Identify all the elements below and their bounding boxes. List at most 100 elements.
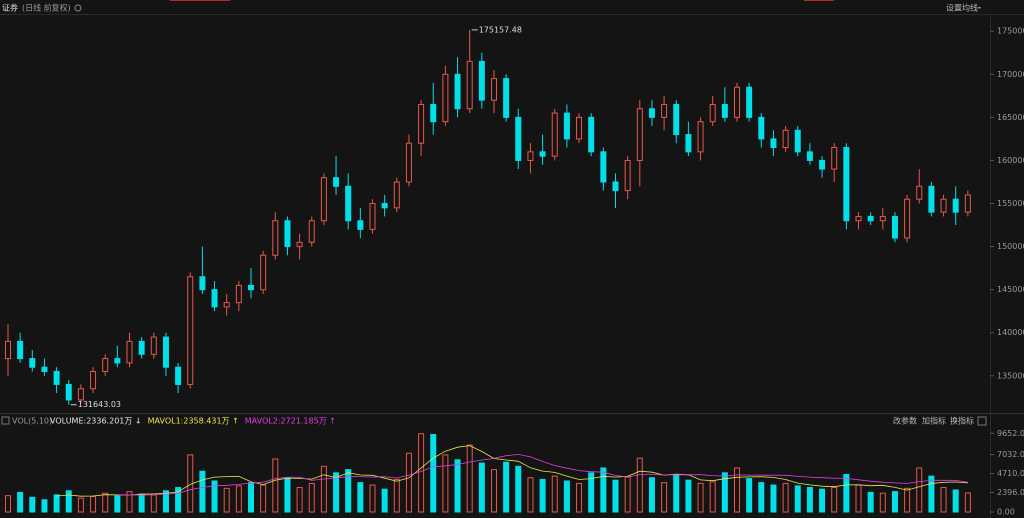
candle-body [320, 177, 327, 222]
y-tick-label: 150000 [997, 242, 1024, 251]
volume-bar [454, 459, 461, 513]
candle-body [65, 383, 72, 401]
dropdown-icon[interactable] [978, 7, 981, 9]
candle-body [928, 185, 935, 213]
candle-body [624, 159, 631, 192]
annotation: 175157.48 [479, 25, 522, 34]
volume-bar [357, 482, 364, 513]
candle-body [90, 371, 97, 390]
candle-body [891, 215, 898, 239]
volume-bar [928, 475, 935, 513]
volume-bar [867, 491, 874, 513]
settings-icon[interactable] [74, 4, 82, 12]
volume-bar [612, 479, 619, 513]
volume-bar [260, 484, 267, 513]
volume-bar [600, 467, 607, 513]
candle-body [369, 203, 376, 230]
volume-bar [17, 491, 24, 513]
volume-bar [843, 473, 850, 513]
candle-body [782, 129, 789, 149]
candle-body [114, 358, 121, 364]
candle-body [235, 284, 242, 304]
candle-body [5, 340, 11, 360]
y-tick-label: 145000 [997, 285, 1024, 294]
volume-bar [673, 474, 680, 513]
candle-body [503, 78, 510, 118]
volume-bar [126, 491, 133, 513]
candle-body [819, 159, 826, 170]
volume-bar [223, 487, 230, 513]
ma-line [117, 453, 968, 496]
volume-bar [515, 465, 522, 513]
candle-body [393, 181, 400, 209]
candle-body [551, 112, 558, 157]
volume-bar [782, 482, 789, 513]
volume-bar [952, 489, 959, 513]
volume-bar [770, 484, 777, 513]
close-icon[interactable] [977, 416, 987, 426]
volume-bar [211, 480, 218, 513]
volume-bar [53, 494, 60, 513]
volume-bar [661, 482, 668, 513]
volume-bar [636, 457, 643, 513]
candle-body [248, 284, 254, 291]
candle-body [843, 147, 850, 222]
volume-bar [65, 490, 72, 513]
volume-bar [150, 494, 157, 513]
symbol: 证券 [2, 3, 18, 13]
y-tick-label: 170000 [997, 70, 1024, 79]
candle-body [150, 336, 157, 355]
volume-bar [77, 497, 84, 513]
ma-setting[interactable]: 设置均线 [946, 3, 978, 13]
candle-body [442, 73, 449, 123]
volume-bar [320, 465, 327, 513]
y-tick-label: 9652.00 [997, 429, 1024, 438]
candle-body [600, 151, 607, 183]
candle-body [964, 194, 971, 213]
candle-body [41, 366, 48, 373]
volume-bar [819, 488, 826, 513]
volume-bar [90, 496, 97, 513]
volume-bar [235, 485, 242, 513]
candle-body [199, 276, 206, 291]
candle-body [272, 220, 279, 256]
volume-bar [697, 482, 704, 513]
candle-body [515, 116, 522, 161]
legend-entry: VOLUME:2336.201万 ↓ [50, 417, 142, 426]
candle-body [636, 108, 643, 161]
candle-body [734, 86, 740, 118]
legend-entry: MAVOL2:2721.185万 ↑ [245, 417, 336, 426]
volume-bar [308, 482, 315, 513]
candle-body [466, 60, 473, 110]
candle-body [308, 220, 315, 243]
volume-bar [576, 482, 583, 513]
volume-bar [891, 491, 898, 513]
candle-body [53, 371, 60, 385]
action[interactable]: 加指标 [922, 416, 946, 426]
action[interactable]: 换指标 [950, 416, 974, 426]
candle-body [879, 215, 886, 222]
volume-bar [138, 493, 145, 513]
volume-bar [296, 487, 303, 513]
volume-bar [272, 458, 279, 513]
candle-body [478, 60, 485, 101]
candle-body [175, 366, 182, 385]
candle-body [138, 340, 145, 355]
volume-bar [855, 484, 862, 513]
volume-bar [491, 469, 497, 513]
ma-line [56, 445, 968, 497]
candle-body [162, 336, 169, 368]
volume-bar [284, 477, 291, 513]
legend-entry: MAVOL1:2358.431万 ↑ [148, 417, 239, 426]
candle-body [576, 116, 583, 140]
volume-bar [648, 477, 655, 513]
volume-bar [442, 454, 449, 513]
candle-body [29, 358, 36, 368]
pane-icon[interactable] [1, 416, 10, 425]
volume-bar [916, 467, 923, 513]
volume-bar [381, 488, 388, 513]
action[interactable]: 改参数 [893, 416, 917, 426]
candle-body [333, 177, 340, 187]
candle-body [345, 185, 352, 222]
